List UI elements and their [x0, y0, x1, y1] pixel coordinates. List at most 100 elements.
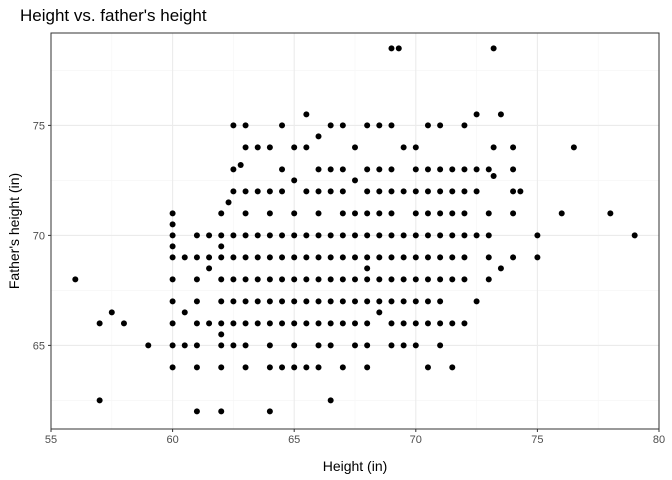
- data-point: [303, 111, 310, 118]
- data-point: [449, 254, 456, 261]
- data-point: [303, 276, 310, 283]
- data-point: [510, 166, 517, 173]
- data-point: [376, 276, 383, 283]
- data-point: [193, 254, 200, 261]
- data-point: [291, 254, 298, 261]
- data-point: [412, 210, 419, 217]
- data-point: [181, 309, 188, 316]
- data-point: [510, 210, 517, 217]
- data-point: [315, 210, 322, 217]
- data-point: [388, 276, 395, 283]
- data-point: [449, 188, 456, 195]
- data-point: [388, 254, 395, 261]
- data-point: [631, 232, 638, 239]
- data-point: [303, 254, 310, 261]
- data-point: [364, 210, 371, 217]
- data-point: [424, 166, 431, 173]
- data-point: [169, 364, 176, 371]
- data-point: [485, 166, 492, 173]
- data-point: [473, 298, 480, 305]
- data-point: [254, 144, 261, 151]
- data-point: [266, 364, 273, 371]
- data-point: [364, 232, 371, 239]
- data-point: [225, 199, 232, 206]
- data-point: [230, 232, 237, 239]
- data-point: [339, 254, 346, 261]
- data-point: [242, 320, 249, 327]
- data-point: [364, 320, 371, 327]
- data-point: [266, 408, 273, 415]
- data-point: [315, 232, 322, 239]
- data-point: [72, 276, 79, 283]
- x-tick-label: 70: [410, 434, 422, 446]
- chart-title: Height vs. father's height: [20, 6, 207, 25]
- data-point: [206, 232, 213, 239]
- data-point: [449, 364, 456, 371]
- data-point: [291, 210, 298, 217]
- data-point: [254, 298, 261, 305]
- data-point: [412, 254, 419, 261]
- data-point: [412, 298, 419, 305]
- data-point: [193, 364, 200, 371]
- data-point: [242, 144, 249, 151]
- data-point: [327, 254, 334, 261]
- data-point: [376, 188, 383, 195]
- data-point: [315, 188, 322, 195]
- data-point: [254, 232, 261, 239]
- data-point: [266, 144, 273, 151]
- data-point: [437, 342, 444, 349]
- data-point: [510, 188, 517, 195]
- data-point: [461, 188, 468, 195]
- data-point: [339, 320, 346, 327]
- data-point: [230, 342, 237, 349]
- data-point: [279, 166, 286, 173]
- data-point: [388, 122, 395, 129]
- data-point: [169, 320, 176, 327]
- data-point: [339, 298, 346, 305]
- data-point: [315, 364, 322, 371]
- data-point: [437, 166, 444, 173]
- data-point: [449, 276, 456, 283]
- data-point: [169, 276, 176, 283]
- data-point: [473, 232, 480, 239]
- data-point: [315, 320, 322, 327]
- data-point: [242, 276, 249, 283]
- data-point: [181, 254, 188, 261]
- data-point: [230, 298, 237, 305]
- data-point: [376, 166, 383, 173]
- data-point: [352, 232, 358, 239]
- data-point: [461, 210, 468, 217]
- data-point: [279, 320, 286, 327]
- data-point: [461, 320, 468, 327]
- data-point: [169, 210, 176, 217]
- data-point: [376, 232, 383, 239]
- x-tick-label: 60: [166, 434, 178, 446]
- data-point: [412, 320, 419, 327]
- data-point: [490, 45, 497, 52]
- data-point: [254, 254, 261, 261]
- data-point: [218, 408, 225, 415]
- data-point: [193, 342, 200, 349]
- data-point: [490, 144, 497, 151]
- data-point: [193, 232, 200, 239]
- data-point: [437, 320, 444, 327]
- panel-border: [50, 32, 660, 430]
- data-point: [388, 232, 395, 239]
- data-point: [437, 122, 444, 129]
- data-point: [218, 276, 225, 283]
- data-point: [424, 188, 431, 195]
- data-point: [376, 298, 383, 305]
- data-point: [266, 188, 273, 195]
- data-point: [254, 188, 261, 195]
- data-point: [315, 276, 322, 283]
- data-point: [449, 320, 456, 327]
- data-point: [424, 276, 431, 283]
- data-point: [242, 298, 249, 305]
- data-point: [327, 320, 334, 327]
- data-point: [424, 320, 431, 327]
- data-point: [303, 232, 310, 239]
- data-point: [96, 397, 103, 404]
- data-point: [388, 342, 395, 349]
- data-point: [339, 122, 346, 129]
